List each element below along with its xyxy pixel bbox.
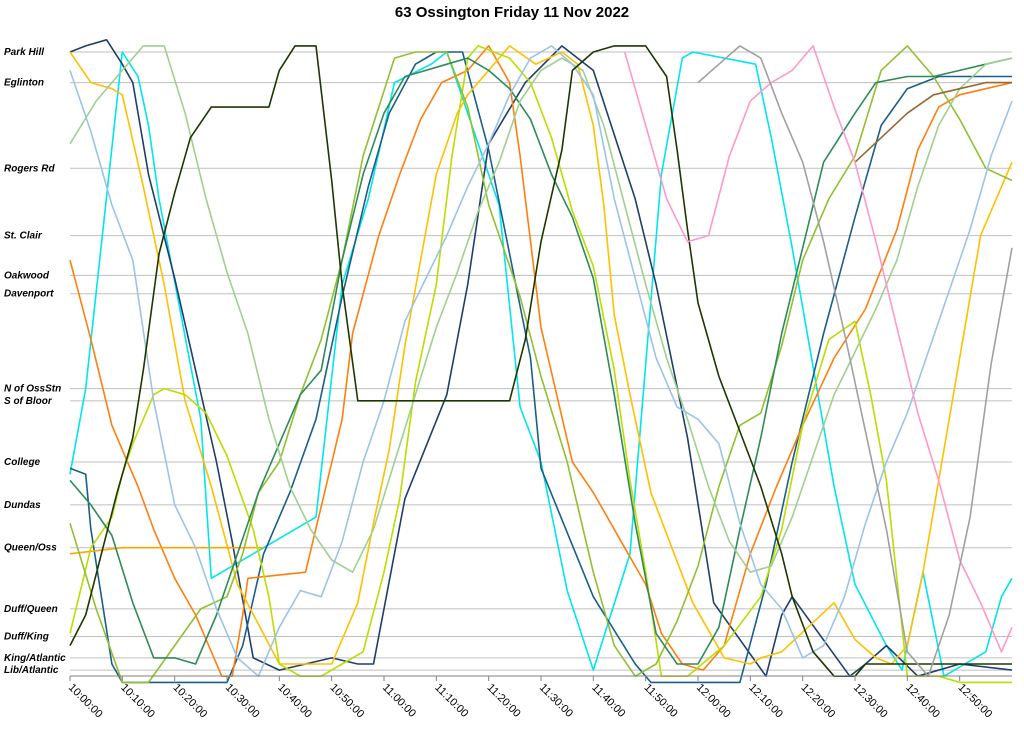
stop-label: Rogers Rd [4,163,55,174]
series-line-5 [69,546,264,555]
series-line-13 [623,45,1013,653]
x-axis-ticks [69,676,961,681]
x-tick-label: 10:00:00 [66,682,105,721]
x-tick-label: 10:30:00 [223,682,262,721]
series-line-0 [69,51,1013,678]
series-line-4 [69,45,1013,665]
y-axis-labels: Park Hill Eglinton Rogers Rd St. Clair Oakwo… [4,47,66,676]
x-tick-label: 10:40:00 [275,682,314,721]
stop-label: Lib/Atlantic [4,665,59,676]
x-tick-label: 11:40:00 [589,682,627,720]
x-tick-label: 11:10:00 [432,682,470,720]
stop-label: N of OssStn [4,384,61,395]
series-line-7 [69,45,1013,684]
series-lines [69,38,1013,684]
stop-label: Eglinton [4,78,44,89]
x-tick-label: 10:20:00 [171,682,210,721]
stop-label: Duff/King [4,631,49,642]
stop-label: Oakwood [4,270,50,281]
stop-label: Park Hill [4,47,44,58]
stop-label: S of Bloor [4,396,53,407]
series-line-9 [69,45,1013,574]
x-tick-label: 12:50:00 [956,682,995,721]
chart-title: 63 Ossington Friday 11 Nov 2022 [394,4,630,21]
x-tick-label: 10:50:00 [328,682,367,721]
series-line-14 [697,45,1013,678]
x-tick-label: 12:00:00 [694,682,733,721]
stop-label: Duff/Queen [4,604,58,615]
x-tick-label: 12:20:00 [799,682,838,721]
x-tick-label: 12:30:00 [851,682,890,721]
x-tick-label: 11:30:00 [537,682,575,720]
stop-label: St. Clair [4,231,43,242]
stop-label: King/Atlantic [4,653,66,664]
stop-label: Queen/Oss [4,543,57,554]
series-line-12 [854,81,1012,163]
series-line-8 [69,57,1013,665]
x-tick-label: 11:20:00 [485,682,523,720]
x-tick-label: 12:10:00 [746,682,785,721]
x-tick-label: 11:50:00 [642,682,680,720]
plot-area [70,44,1012,676]
stop-label: Davenport [4,289,54,300]
x-tick-label: 11:00:00 [380,682,418,720]
series-line-6 [69,45,1012,684]
x-tick-label: 12:40:00 [903,682,942,721]
stop-label: Dundas [4,500,41,511]
x-axis-labels: 10:00:00 10:10:00 10:20:00 10:30:00 10:40:00… [66,682,994,721]
x-tick-label: 10:10:00 [118,682,157,721]
series-line-10 [69,45,1013,678]
stop-label: College [4,457,41,468]
